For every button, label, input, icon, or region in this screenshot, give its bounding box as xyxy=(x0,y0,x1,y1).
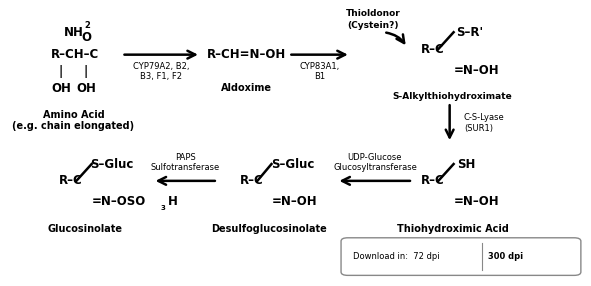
Text: Glucosinolate: Glucosinolate xyxy=(47,224,122,234)
Text: 3: 3 xyxy=(161,205,165,211)
Text: |: | xyxy=(59,65,63,78)
Text: Download in:  72 dpi: Download in: 72 dpi xyxy=(353,252,440,261)
Text: Desulfoglucosinolate: Desulfoglucosinolate xyxy=(211,224,327,234)
Text: Thioldonor: Thioldonor xyxy=(346,9,401,19)
Text: =N–OH: =N–OH xyxy=(454,195,499,208)
Text: R–C: R–C xyxy=(421,43,444,55)
Text: OH: OH xyxy=(76,82,96,95)
Text: R–C: R–C xyxy=(59,174,83,187)
Text: O: O xyxy=(81,31,91,44)
Text: 300 dpi: 300 dpi xyxy=(488,252,523,261)
FancyBboxPatch shape xyxy=(341,238,581,275)
Text: R–CH–C: R–CH–C xyxy=(50,48,99,61)
Text: NH: NH xyxy=(64,26,83,39)
Text: =N–OSO: =N–OSO xyxy=(92,195,146,208)
Text: S-Alkylthiohydroximate: S-Alkylthiohydroximate xyxy=(392,92,512,101)
Text: CYP79A2, B2,
B3, F1, F2: CYP79A2, B2, B3, F1, F2 xyxy=(133,62,190,81)
Text: Aldoxime: Aldoxime xyxy=(220,83,271,93)
Text: UDP-Glucose
Glucosyltransferase: UDP-Glucose Glucosyltransferase xyxy=(333,153,417,172)
Text: OH: OH xyxy=(51,82,71,95)
Text: SH: SH xyxy=(457,158,476,170)
Text: =N–OH: =N–OH xyxy=(271,195,317,208)
Text: R–C: R–C xyxy=(421,174,444,187)
Text: (Cystein?): (Cystein?) xyxy=(348,21,399,30)
Text: Amino Acid
(e.g. chain elongated): Amino Acid (e.g. chain elongated) xyxy=(12,110,135,131)
Text: PAPS
Sulfotransferase: PAPS Sulfotransferase xyxy=(151,153,220,172)
Text: 2: 2 xyxy=(84,21,90,30)
Text: R–CH=N–OH: R–CH=N–OH xyxy=(206,48,285,61)
Text: CYP83A1,
B1: CYP83A1, B1 xyxy=(300,62,340,81)
Text: S–Gluc: S–Gluc xyxy=(90,158,134,170)
Text: |: | xyxy=(84,65,88,78)
Text: =N–OH: =N–OH xyxy=(454,63,499,77)
Text: H: H xyxy=(168,195,178,208)
Text: S–R': S–R' xyxy=(456,26,483,39)
Text: R–C: R–C xyxy=(240,174,264,187)
Text: S–Gluc: S–Gluc xyxy=(271,158,314,170)
Text: C-S-Lyase
(SUR1): C-S-Lyase (SUR1) xyxy=(464,113,505,132)
Text: Thiohydroximic Acid: Thiohydroximic Acid xyxy=(397,224,508,234)
